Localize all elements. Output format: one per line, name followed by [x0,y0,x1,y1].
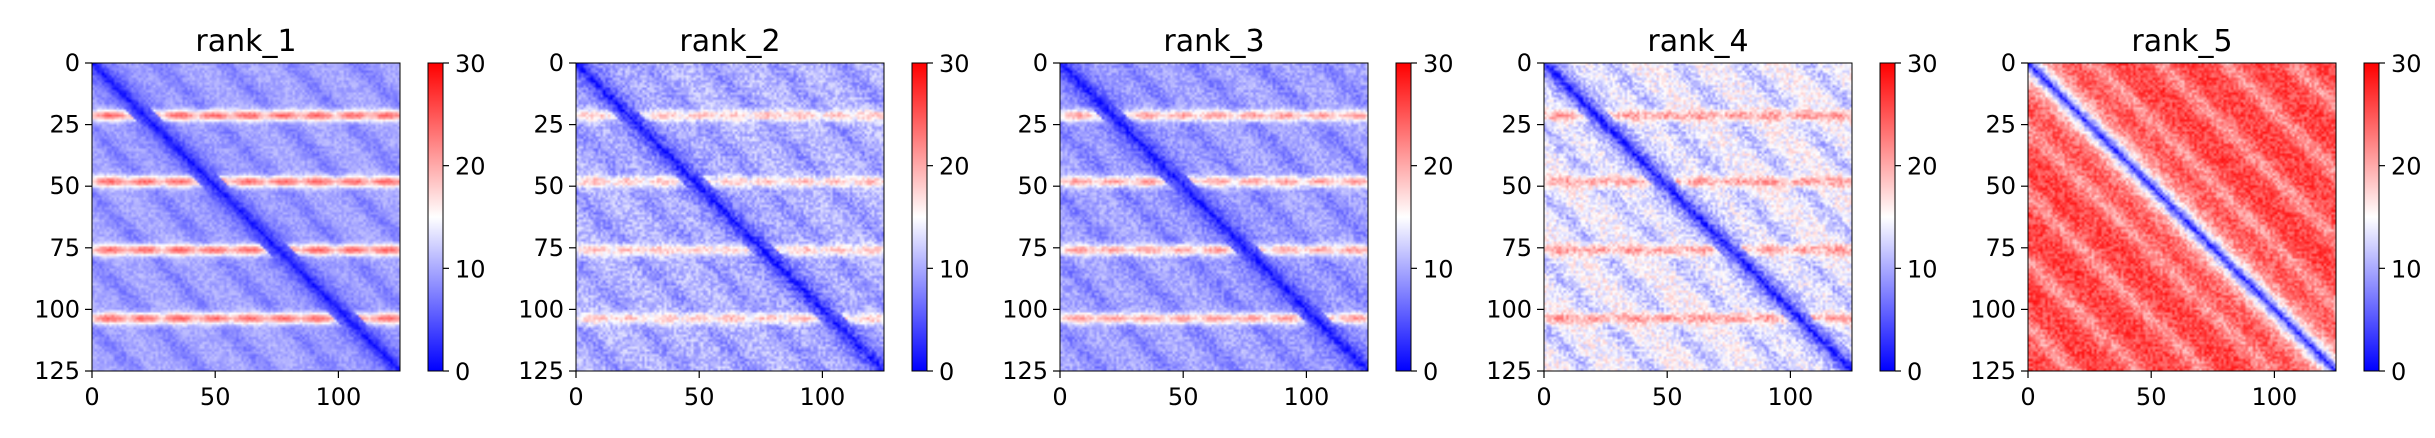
y-tick-label: 50 [1501,172,1532,200]
x-tick-label: 50 [1168,383,1199,411]
y-tick-label: 50 [1017,172,1048,200]
y-tick-label: 75 [1985,234,2016,262]
colorbar-tick-label: 0 [1423,358,1438,386]
colorbar [2363,62,2380,372]
y-tick-label: 100 [1002,295,1048,323]
y-tick-label: 25 [1501,111,1532,139]
colorbar-tick-label: 30 [939,50,970,78]
x-tick-label: 0 [84,383,99,411]
y-tick-label: 25 [1985,111,2016,139]
colorbar-tick-label: 0 [939,358,954,386]
x-tick-label: 100 [1767,383,1813,411]
y-tick-label: 75 [49,234,80,262]
colorbar-tick-label: 20 [939,153,970,181]
x-tick-label: 50 [1652,383,1683,411]
plot-frame [1059,62,1369,372]
y-tick-label: 100 [1486,295,1532,323]
y-tick-label: 25 [533,111,564,139]
colorbar-tick-label: 30 [1907,50,1938,78]
x-tick-label: 100 [2251,383,2297,411]
colorbar-tick-label: 10 [1423,255,1454,283]
plot-frame [1543,62,1853,372]
y-tick-label: 25 [1017,111,1048,139]
colorbar-tick-label: 0 [2391,358,2406,386]
y-tick-label: 50 [533,172,564,200]
colorbar-tick-label: 10 [2391,255,2422,283]
x-tick-label: 0 [568,383,583,411]
colorbar [911,62,928,372]
colorbar-tick-label: 20 [1907,153,1938,181]
colorbar-tick-label: 30 [455,50,486,78]
heatmap-image [2028,63,2336,371]
x-tick-label: 0 [2020,383,2035,411]
chart-title: rank_2 [679,24,780,59]
y-tick-label: 75 [1017,234,1048,262]
y-tick-label: 125 [1002,357,1048,385]
y-tick-label: 0 [549,49,564,77]
heatmap-image [92,63,400,371]
y-tick-label: 0 [2001,49,2016,77]
y-tick-label: 0 [1033,49,1048,77]
colorbar-tick-label: 20 [455,153,486,181]
colorbar-tick-label: 10 [1907,255,1938,283]
y-tick-label: 0 [65,49,80,77]
chart-title: rank_1 [195,24,296,59]
colorbar-tick-label: 0 [1907,358,1922,386]
heatmap-image [1544,63,1852,371]
colorbar-tick-label: 10 [939,255,970,283]
x-tick-label: 100 [315,383,361,411]
chart-title: rank_3 [1163,24,1264,59]
x-tick-label: 0 [1536,383,1551,411]
plot-frame [91,62,401,372]
plot-frame [2027,62,2337,372]
y-tick-label: 100 [34,295,80,323]
y-tick-label: 25 [49,111,80,139]
x-tick-label: 100 [1283,383,1329,411]
colorbar-tick-label: 10 [455,255,486,283]
x-tick-label: 0 [1052,383,1067,411]
y-tick-label: 50 [49,172,80,200]
y-tick-label: 75 [1501,234,1532,262]
colorbar-tick-label: 0 [455,358,470,386]
colorbar-tick-label: 20 [2391,153,2422,181]
x-tick-label: 50 [200,383,231,411]
x-tick-label: 50 [2136,383,2167,411]
heatmap-image [1060,63,1368,371]
colorbar [1879,62,1896,372]
plot-frame [575,62,885,372]
y-tick-label: 0 [1517,49,1532,77]
y-tick-label: 125 [1970,357,2016,385]
chart-title: rank_5 [2131,24,2232,59]
y-tick-label: 125 [1486,357,1532,385]
y-tick-label: 50 [1985,172,2016,200]
heatmap-image [576,63,884,371]
colorbar-tick-label: 20 [1423,153,1454,181]
y-tick-label: 100 [1970,295,2016,323]
colorbar [1395,62,1412,372]
y-tick-label: 75 [533,234,564,262]
x-tick-label: 50 [684,383,715,411]
colorbar-tick-label: 30 [1423,50,1454,78]
colorbar-tick-label: 30 [2391,50,2422,78]
y-tick-label: 125 [34,357,80,385]
x-tick-label: 100 [799,383,845,411]
y-tick-label: 100 [518,295,564,323]
colorbar [427,62,444,372]
chart-title: rank_4 [1647,24,1748,59]
y-tick-label: 125 [518,357,564,385]
